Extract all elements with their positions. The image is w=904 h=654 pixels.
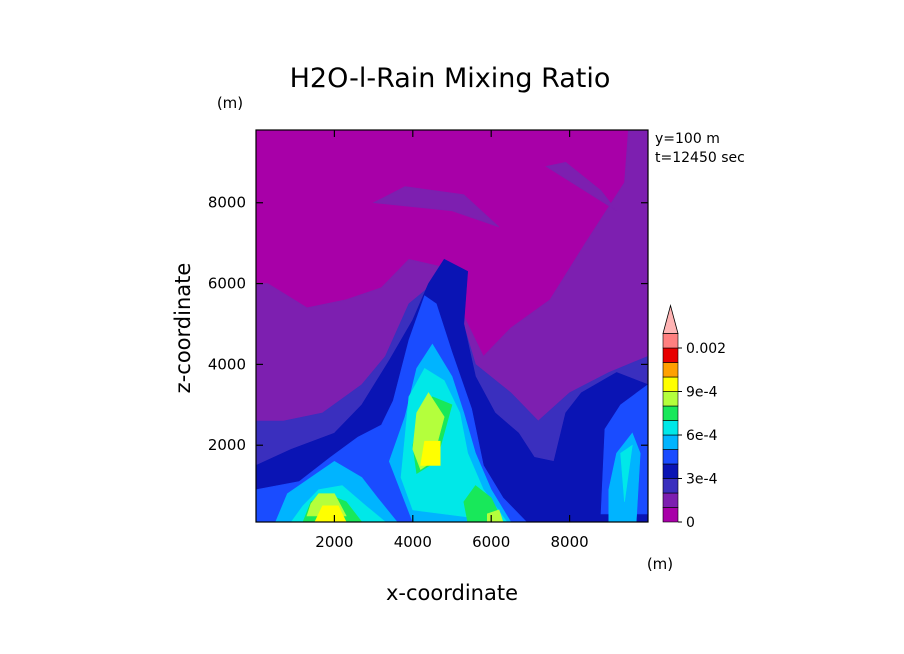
colorbar-bin: [662, 478, 679, 494]
x-axis-unit: (m): [647, 555, 673, 573]
y-axis-unit: (m): [217, 94, 243, 112]
contour-region-level-1: [545, 161, 617, 212]
colorbar-extend-arrow: [662, 303, 679, 334]
chart-title: H2O-l-Rain Mixing Ratio: [290, 63, 611, 94]
colorbar-bin: [662, 376, 679, 392]
colorbar-bin: [662, 449, 679, 465]
contour-region-level-9: [314, 505, 347, 522]
colorbar-bin: [662, 420, 679, 436]
y-tick-label: 4000: [208, 355, 246, 373]
colorbar-bin: [662, 405, 679, 421]
colorbar-bin: [662, 391, 679, 407]
colorbar-bin: [662, 434, 679, 450]
colorbar: 0 3e-4 6e-4 9e-4 0.002: [662, 303, 726, 531]
colorbar-tick-label: 9e-4: [686, 385, 718, 401]
annotation-y-position: y=100 m: [655, 131, 720, 147]
colorbar-bin: [662, 362, 679, 378]
y-axis-label: z-coordinate: [171, 263, 195, 394]
x-axis-label: x-coordinate: [386, 581, 518, 605]
colorbar-bin: [662, 333, 679, 349]
colorbar-tick-label: 0: [686, 515, 695, 531]
contour-fill-layer: [256, 130, 648, 522]
colorbar-tick-label: 3e-4: [686, 472, 718, 488]
colorbar-bin: [662, 507, 679, 523]
contour-region-level-9: [420, 440, 441, 466]
plot-frame: [255, 129, 649, 523]
y-tick-label: 8000: [208, 194, 246, 212]
contour-region-level-6: [620, 444, 633, 502]
axis-ticks: 2000 4000 6000 8000 2000 4000 6000 8000: [208, 130, 648, 551]
contour-region-level-1: [372, 186, 500, 228]
x-tick-label: 2000: [315, 533, 353, 551]
colorbar-bin: [662, 492, 679, 508]
x-tick-label: 8000: [551, 533, 589, 551]
colorbar-bin: [662, 347, 679, 363]
x-tick-label: 4000: [394, 533, 432, 551]
colorbar-tick-label: 6e-4: [686, 428, 718, 444]
y-tick-label: 2000: [208, 436, 246, 454]
annotation-time: t=12450 sec: [655, 150, 745, 166]
colorbar-bin: [662, 463, 679, 479]
x-tick-label: 6000: [472, 533, 510, 551]
colorbar-tick-label: 0.002: [686, 341, 726, 357]
y-tick-label: 6000: [208, 275, 246, 293]
